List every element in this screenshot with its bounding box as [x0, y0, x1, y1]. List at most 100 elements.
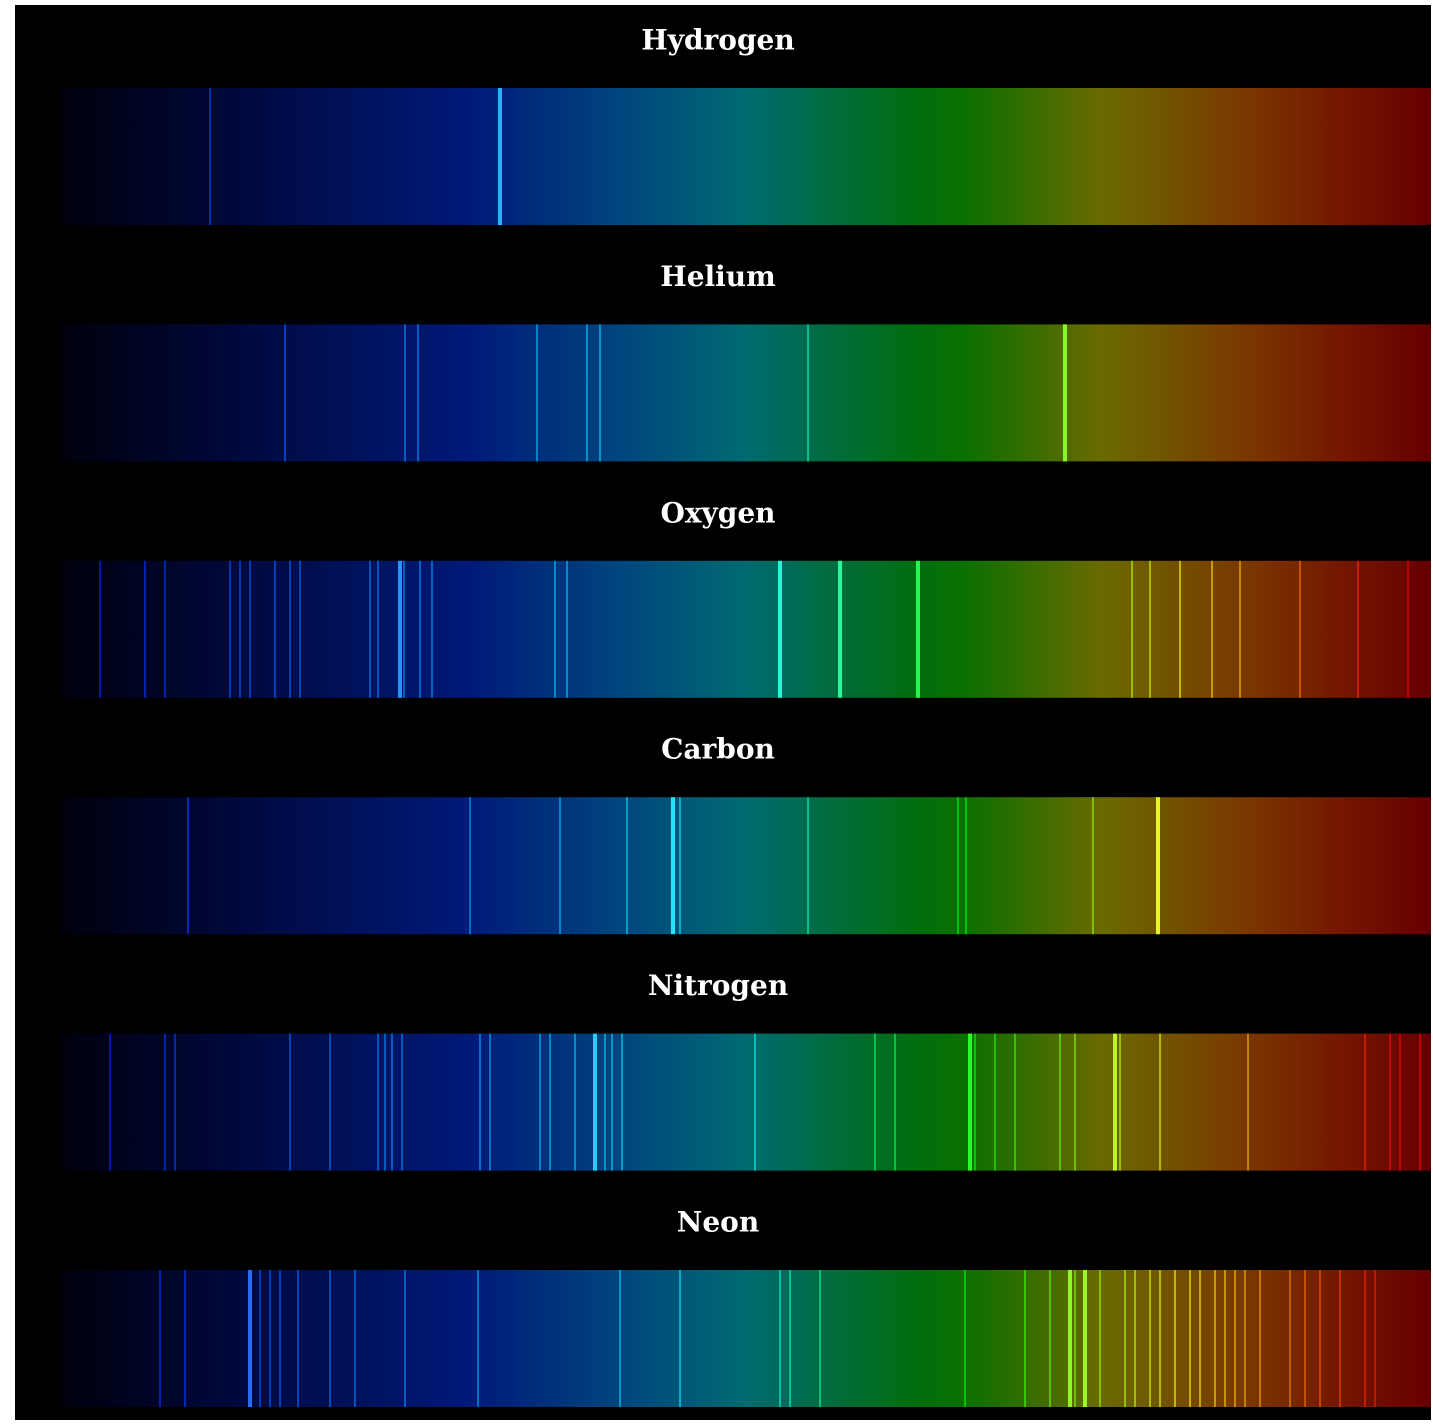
spectral-line [619, 1270, 621, 1407]
spectral-line [1289, 1270, 1291, 1407]
spectral-line [498, 88, 502, 225]
spectral-line [489, 1034, 491, 1171]
spectral-line [626, 797, 628, 934]
spectral-line [964, 1270, 966, 1407]
spectral-line [1083, 1270, 1087, 1407]
spectral-line [671, 797, 675, 934]
spectrum-band [60, 561, 1431, 698]
spectral-line [274, 561, 276, 698]
spectral-line [604, 1034, 606, 1171]
spectral-line [807, 797, 809, 934]
spectral-line [377, 561, 379, 698]
spectral-line [269, 1270, 271, 1407]
spectral-line [1059, 1034, 1061, 1171]
spectral-line [1159, 1270, 1161, 1407]
spectral-line [1149, 561, 1151, 698]
spectral-line [229, 561, 231, 698]
spectral-line [391, 1034, 393, 1171]
spectral-line [354, 1270, 356, 1407]
element-label: Nitrogen [648, 969, 788, 1002]
spectral-line [1234, 1270, 1236, 1407]
spectral-line [574, 1034, 576, 1171]
spectral-line [968, 1034, 972, 1171]
spectral-line [289, 1034, 291, 1171]
spectral-line [144, 561, 146, 698]
spectral-line [549, 1034, 551, 1171]
spectrum-band [60, 88, 1431, 225]
spectral-line [1063, 324, 1067, 461]
spectral-line [965, 797, 967, 934]
spectral-line [187, 797, 189, 934]
spectral-line [329, 1270, 331, 1407]
spectral-line [819, 1270, 821, 1407]
spectral-line [297, 1270, 299, 1407]
spectrum-band [60, 1034, 1431, 1171]
spectral-line [1364, 1034, 1366, 1171]
spectral-line [404, 1270, 406, 1407]
spectral-line [417, 324, 419, 461]
spectral-line [1189, 1270, 1191, 1407]
spectral-line [401, 1034, 403, 1171]
spectral-line [248, 1270, 252, 1407]
spectral-line [1131, 561, 1133, 698]
spectral-line [164, 1034, 166, 1171]
spectral-line [807, 324, 809, 461]
spectral-line [559, 797, 561, 934]
spectral-line [477, 1270, 479, 1407]
spectral-line [259, 1270, 261, 1407]
spectral-line [404, 324, 406, 461]
spectral-line [679, 1270, 681, 1407]
spectral-line [1319, 1270, 1321, 1407]
spectral-line [679, 797, 681, 934]
spectral-line [469, 797, 471, 934]
spectral-line [377, 1034, 379, 1171]
spectral-line [599, 324, 601, 461]
spectral-line [779, 1270, 781, 1407]
spectral-line [1156, 797, 1160, 934]
spectral-line [174, 1034, 176, 1171]
spectral-line [1014, 1034, 1016, 1171]
spectral-line [184, 1270, 186, 1407]
spectral-line [279, 1270, 281, 1407]
spectral-line [1299, 561, 1301, 698]
spectral-line [1149, 1270, 1151, 1407]
spectral-line [994, 1034, 996, 1171]
spectral-line [593, 1034, 597, 1171]
spectral-line [1214, 1270, 1216, 1407]
spectral-line [1239, 561, 1241, 698]
element-label: Neon [677, 1206, 759, 1239]
spectral-line [1119, 1034, 1121, 1171]
spectral-line [284, 324, 286, 461]
spectral-line [1074, 1270, 1076, 1407]
spectral-line [1134, 1270, 1136, 1407]
spectral-line [369, 561, 371, 698]
element-label: Carbon [661, 733, 775, 766]
spectral-line [1419, 1034, 1421, 1171]
spectral-line [1092, 797, 1094, 934]
spectral-line [1068, 1270, 1072, 1407]
spectral-line [539, 1034, 541, 1171]
spectrum-band [60, 324, 1431, 461]
spectral-line [1374, 1270, 1376, 1407]
spectral-line [249, 561, 251, 698]
spectral-line [874, 1034, 876, 1171]
spectral-line [1247, 1034, 1249, 1171]
spectral-line [239, 561, 241, 698]
spectral-line [566, 561, 568, 698]
spectral-line [1124, 1270, 1126, 1407]
spectral-line [1364, 1270, 1366, 1407]
spectral-line [99, 561, 101, 698]
spectral-line [209, 88, 211, 225]
spectral-line [398, 561, 402, 698]
spectral-line [554, 561, 556, 698]
spectral-line [403, 561, 405, 698]
spectral-line [586, 324, 588, 461]
spectral-line [479, 1034, 481, 1171]
spectral-line [621, 1034, 623, 1171]
element-label: Hydrogen [641, 24, 794, 57]
spectral-line [1174, 1270, 1176, 1407]
spectral-line [384, 1034, 386, 1171]
spectral-line [431, 561, 433, 698]
element-label: Oxygen [660, 496, 775, 529]
spectral-line [957, 797, 959, 934]
